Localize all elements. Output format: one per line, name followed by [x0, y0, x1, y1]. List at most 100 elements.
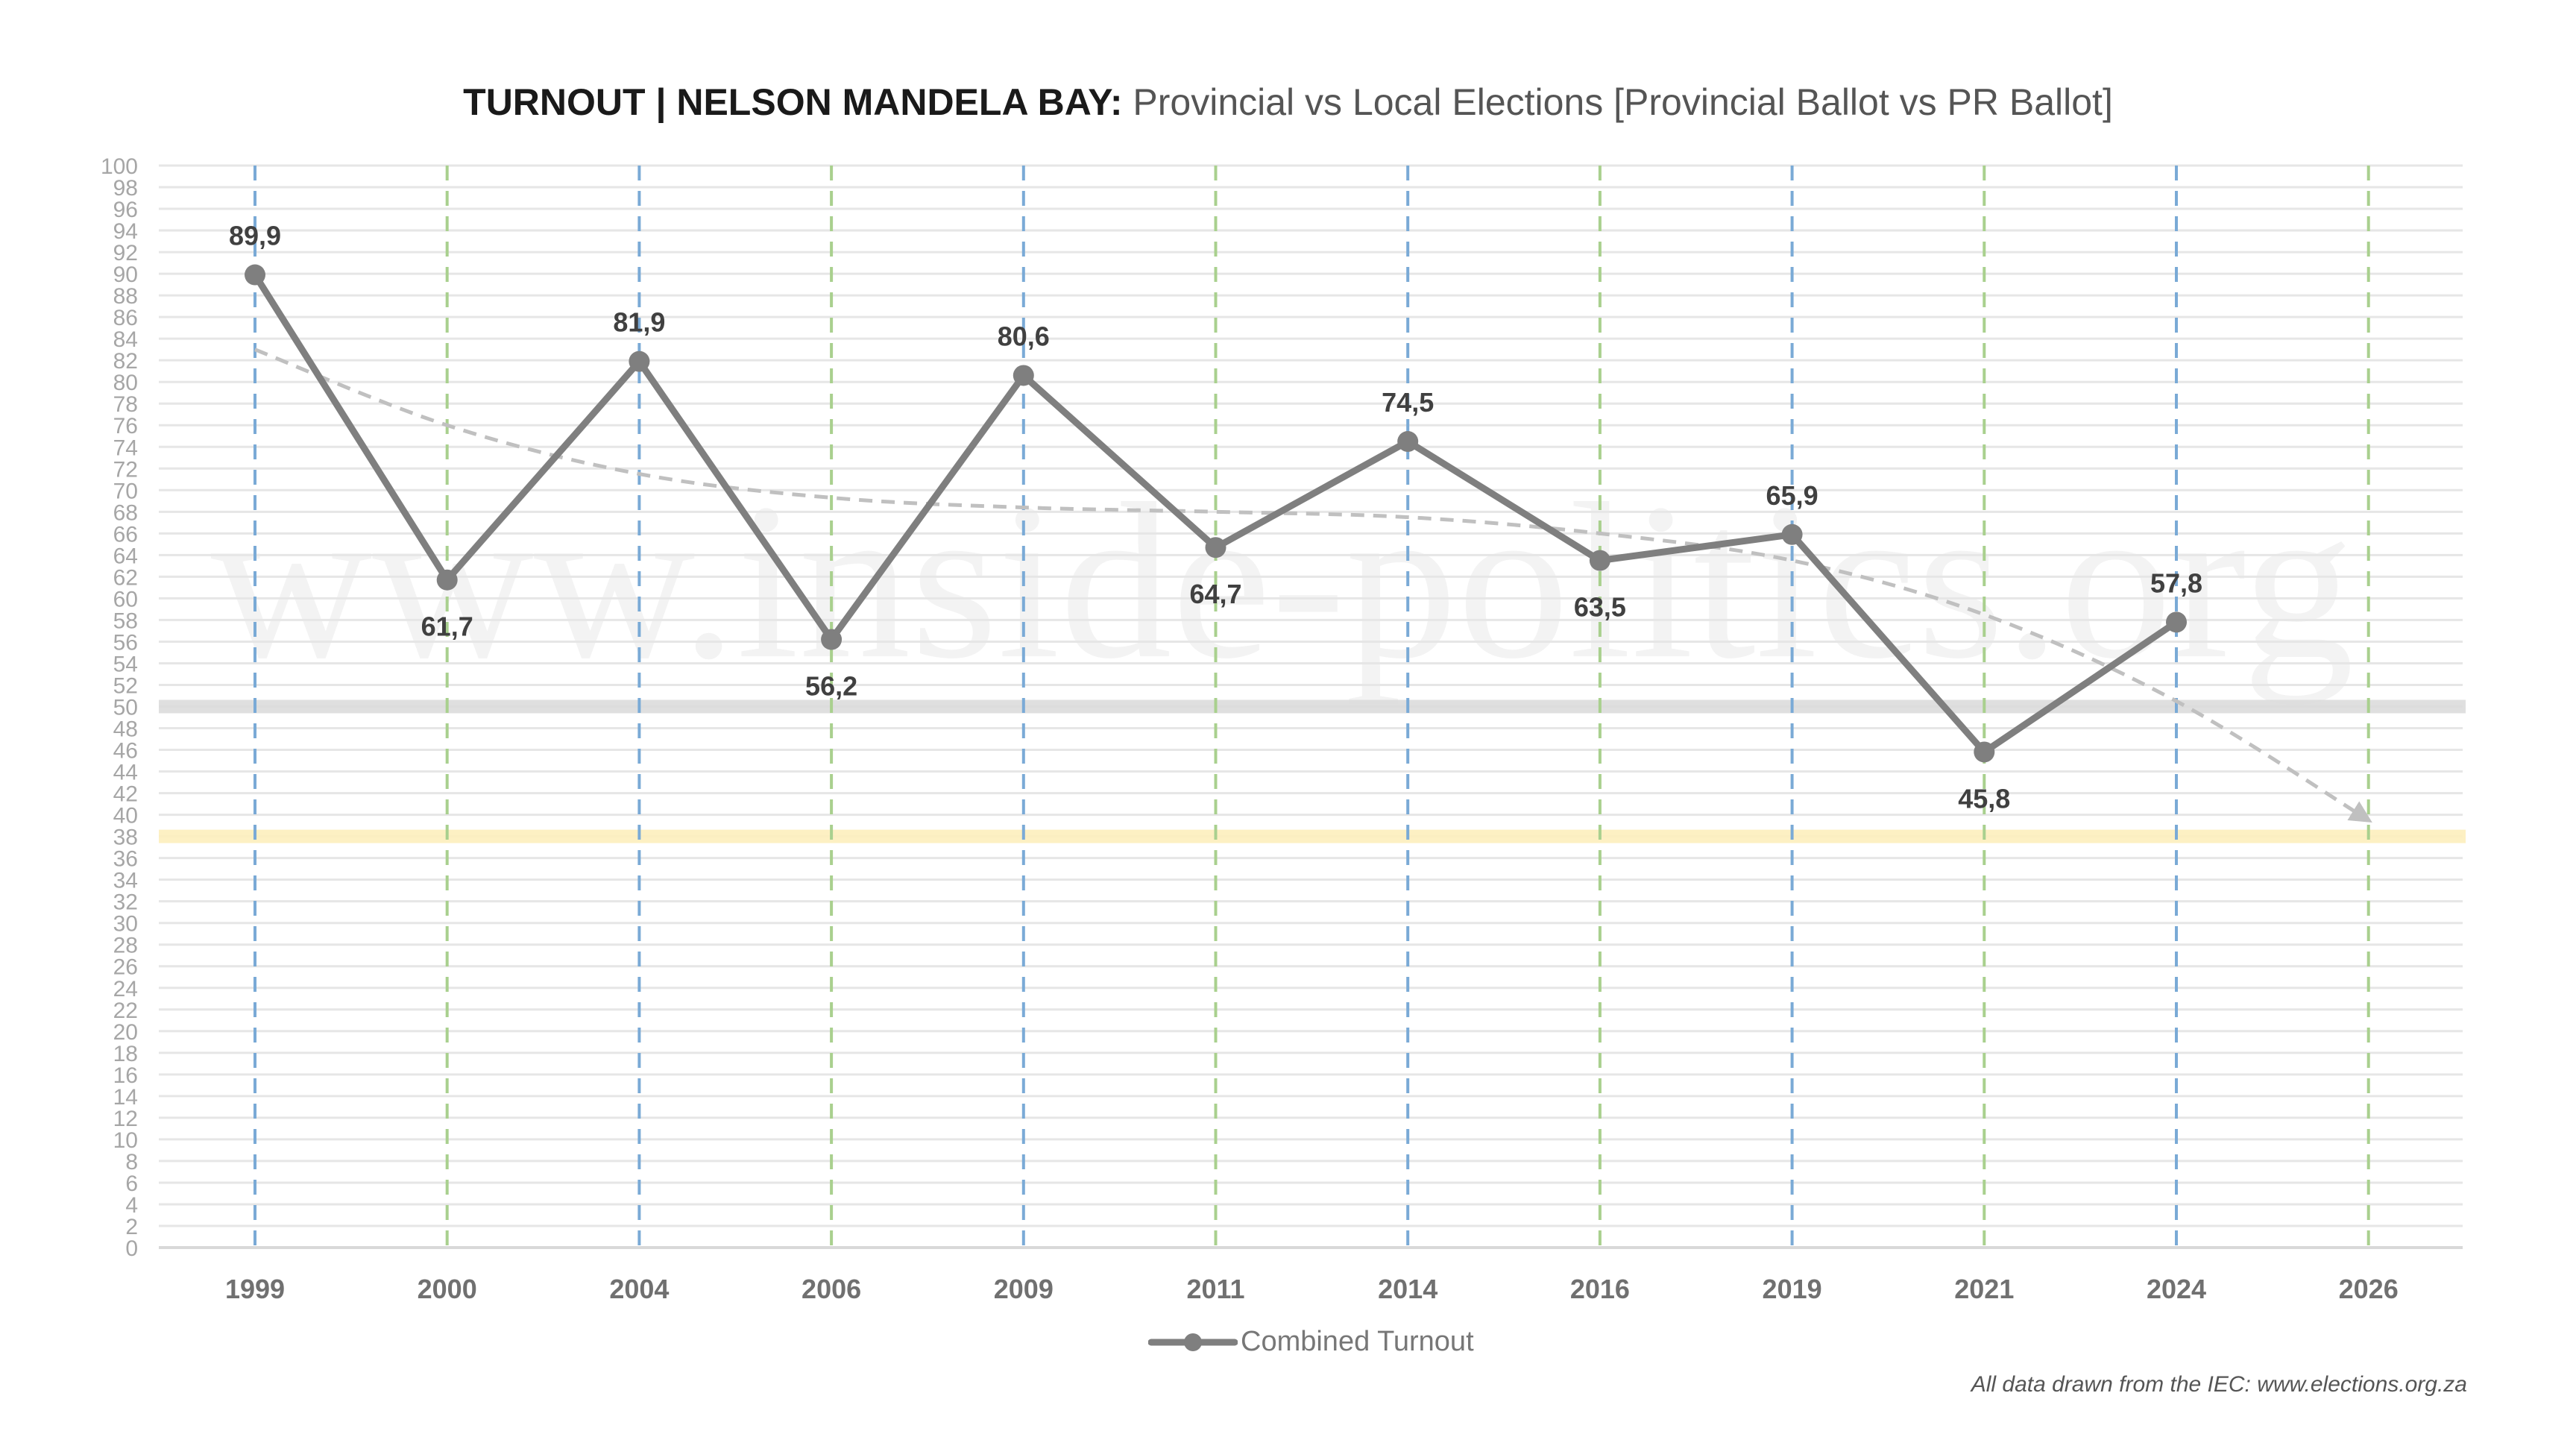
chart-title: TURNOUT | NELSON MANDELA BAY: Provincial… — [0, 81, 2576, 124]
y-tick-label: 32 — [113, 890, 138, 915]
reference-band-50 — [159, 699, 2466, 714]
y-tick-label: 10 — [113, 1128, 138, 1153]
y-tick-label: 12 — [113, 1107, 138, 1131]
y-tick-label: 22 — [113, 999, 138, 1023]
x-tick-label: 2024 — [2147, 1274, 2206, 1304]
x-tick-label: 2009 — [994, 1274, 1054, 1304]
y-tick-label: 100 — [101, 154, 138, 179]
y-tick-label: 58 — [113, 608, 138, 633]
y-tick-label: 70 — [113, 479, 138, 503]
chart-title-rest: Provincial vs Local Elections [Provincia… — [1122, 81, 2113, 123]
y-tick-label: 26 — [113, 955, 138, 980]
data-point — [821, 629, 843, 650]
data-label: 56,2 — [805, 671, 857, 702]
y-tick-label: 46 — [113, 739, 138, 764]
trend-line — [254, 348, 2372, 823]
gridlines — [159, 164, 2463, 1249]
data-point — [1589, 550, 1610, 571]
y-tick-label: 88 — [113, 284, 138, 309]
data-label: 63,5 — [1574, 592, 1626, 623]
y-tick-label: 98 — [113, 176, 138, 201]
y-tick-label: 90 — [113, 262, 138, 287]
data-point — [1974, 741, 1995, 763]
legend: Combined Turnout — [1148, 1326, 1474, 1358]
series-combined-turnout — [245, 264, 2187, 763]
y-tick-label: 36 — [113, 847, 138, 872]
data-label: 89,9 — [229, 221, 281, 251]
y-tick-label: 52 — [113, 673, 138, 698]
y-tick-label: 24 — [113, 977, 138, 1001]
y-tick-label: 38 — [113, 826, 138, 850]
y-tick-label: 54 — [113, 652, 138, 676]
x-tick-label: 2016 — [1570, 1274, 1630, 1304]
y-tick-label: 74 — [113, 435, 138, 460]
data-point — [629, 350, 650, 372]
data-point — [1013, 365, 1034, 386]
data-point — [245, 264, 265, 286]
y-tick-label: 80 — [113, 371, 138, 395]
y-tick-label: 96 — [113, 198, 138, 222]
watermark: www.inside-politics.org — [211, 457, 2355, 705]
y-tick-label: 62 — [113, 565, 138, 590]
y-tick-label: 72 — [113, 457, 138, 482]
y-tick-label: 66 — [113, 522, 138, 547]
y-tick-label: 2 — [125, 1215, 138, 1239]
y-tick-label: 76 — [113, 414, 138, 438]
y-tick-label: 34 — [113, 869, 138, 893]
data-label: 64,7 — [1189, 579, 1241, 609]
y-tick-label: 40 — [113, 804, 138, 828]
reference-band-38 — [159, 829, 2466, 843]
y-tick-label: 48 — [113, 717, 138, 742]
x-tick-label: 2026 — [2339, 1274, 2399, 1304]
x-tick-label: 1999 — [225, 1274, 285, 1304]
y-axis-ticks: 0246810121416182022242628303234363840424… — [101, 154, 138, 1261]
data-label: 74,5 — [1382, 387, 1434, 418]
y-tick-label: 56 — [113, 630, 138, 655]
y-tick-label: 68 — [113, 500, 138, 525]
data-point — [1397, 431, 1419, 453]
category-guides — [253, 166, 2370, 1248]
legend-label: Combined Turnout — [1241, 1326, 1474, 1357]
x-axis-ticks: 1999 2000 2004 2006 2009 2011 2014 2016 2019 2021… — [225, 1274, 2399, 1304]
y-tick-label: 92 — [113, 241, 138, 265]
y-tick-label: 64 — [113, 544, 138, 568]
y-tick-label: 6 — [125, 1172, 138, 1196]
y-tick-label: 8 — [125, 1150, 138, 1174]
y-tick-label: 42 — [113, 782, 138, 807]
chart-title-bold: TURNOUT | NELSON MANDELA BAY: — [463, 81, 1123, 123]
x-tick-label: 2019 — [1763, 1274, 1822, 1304]
y-tick-label: 4 — [125, 1193, 138, 1218]
y-tick-label: 84 — [113, 327, 138, 352]
x-tick-label: 2000 — [418, 1274, 477, 1304]
line-with-marker-icon — [1148, 1333, 1238, 1351]
y-tick-label: 78 — [113, 392, 138, 417]
data-labels: 89,9 61,7 81,9 56,2 80,6 64,7 74,5 63,5 65,9 45,8… — [229, 221, 2202, 814]
x-tick-label: 2004 — [609, 1274, 669, 1304]
trend-curve — [254, 348, 2372, 823]
y-tick-label: 50 — [113, 696, 138, 720]
y-tick-label: 14 — [113, 1085, 138, 1110]
x-tick-label: 2021 — [1954, 1274, 2014, 1304]
y-tick-label: 94 — [113, 219, 138, 244]
reference-bands — [159, 699, 2466, 843]
y-tick-label: 20 — [113, 1020, 138, 1045]
x-tick-label: 2011 — [1186, 1274, 1244, 1304]
y-tick-label: 30 — [113, 912, 138, 937]
y-tick-label: 18 — [113, 1042, 138, 1066]
data-point — [1205, 537, 1226, 559]
data-label: 45,8 — [1958, 783, 2010, 814]
y-tick-label: 86 — [113, 306, 138, 330]
data-point — [2166, 611, 2187, 633]
data-label: 65,9 — [1766, 480, 1818, 511]
y-tick-label: 16 — [113, 1063, 138, 1088]
data-label: 61,7 — [421, 611, 473, 642]
y-tick-label: 28 — [113, 934, 138, 958]
x-tick-label: 2006 — [802, 1274, 861, 1304]
data-point — [436, 569, 458, 591]
y-tick-label: 60 — [113, 587, 138, 611]
y-tick-label: 0 — [125, 1236, 138, 1261]
x-tick-label: 2014 — [1378, 1274, 1437, 1304]
data-label: 80,6 — [998, 321, 1050, 351]
source-note: All data drawn from the IEC: www.electio… — [1971, 1372, 2467, 1397]
